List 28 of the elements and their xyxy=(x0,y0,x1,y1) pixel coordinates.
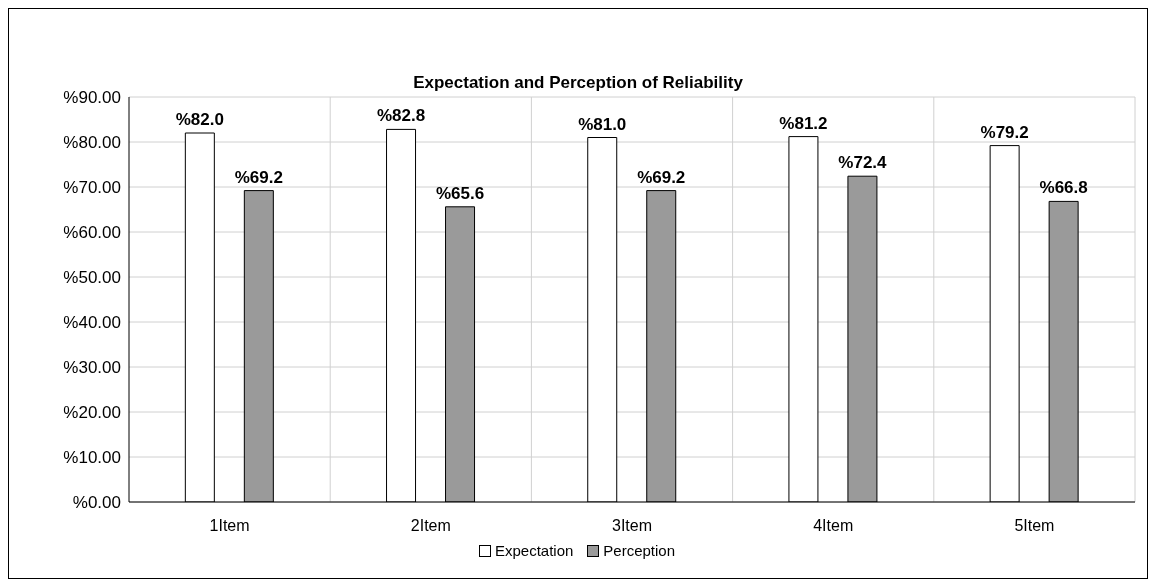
data-label: %66.8 xyxy=(1039,178,1088,198)
y-tick-label: %90.00 xyxy=(63,88,121,108)
y-tick-label: %70.00 xyxy=(63,178,121,198)
y-tick-label: %0.00 xyxy=(72,493,121,513)
data-label: %82.0 xyxy=(175,110,224,129)
x-tick-label: 2Item xyxy=(410,517,451,535)
data-label: %69.2 xyxy=(637,167,686,187)
y-tick-label: %30.00 xyxy=(63,358,121,378)
x-tick-label: 5Item xyxy=(1014,517,1055,535)
data-label: %65.6 xyxy=(435,183,485,203)
x-tick-label: 4Item xyxy=(813,517,854,535)
x-tick-label: 1Item xyxy=(209,517,250,535)
data-label: %82.8 xyxy=(376,106,426,126)
data-label: %81.2 xyxy=(779,113,828,133)
y-tick-label: %40.00 xyxy=(63,313,121,333)
legend-label: Perception xyxy=(603,542,676,559)
legend-label: Expectation xyxy=(494,542,574,559)
data-label: %72.4 xyxy=(838,153,888,173)
y-tick-label: %60.00 xyxy=(63,223,121,243)
data-label: %69.2 xyxy=(234,167,283,187)
y-tick-label: %50.00 xyxy=(63,268,121,288)
y-tick-label: %80.00 xyxy=(63,133,121,153)
y-tick-label: %10.00 xyxy=(63,448,121,468)
y-tick-label: %20.00 xyxy=(63,403,121,423)
chart-title: Expectation and Perception of Reliability xyxy=(413,73,743,92)
data-label: %81.0 xyxy=(578,114,627,134)
x-tick-label: 3Item xyxy=(611,517,653,535)
data-label: %79.2 xyxy=(980,122,1029,142)
